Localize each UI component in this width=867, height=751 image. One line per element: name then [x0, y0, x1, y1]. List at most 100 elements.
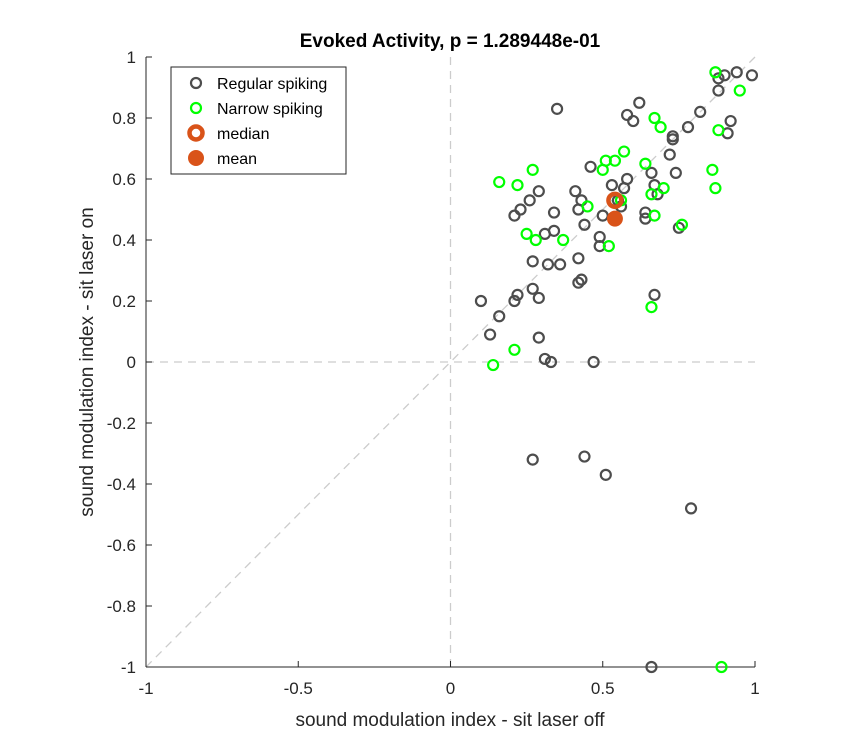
legend-label-mean: mean [217, 151, 257, 168]
y-tick-label: -0.4 [107, 475, 136, 494]
y-tick-label: 0.4 [112, 231, 136, 250]
regular-spiking-point [694, 105, 707, 119]
regular-spiking-point [584, 160, 597, 173]
tick-labels: -1 -0.5 0 0.5 1 1 0.8 0.6 0.4 0.2 0 -0.2 -0.4 -0.6 -0.… [107, 48, 760, 698]
reference-lines [145, 56, 756, 668]
legend-label-narrow-spiking: Narrow spiking [217, 101, 323, 118]
y-tick-label: -0.2 [107, 414, 136, 433]
chart-title: Evoked Activity, p = 1.289448e-01 [300, 31, 601, 52]
regular-spiking-point [508, 209, 521, 222]
regular-spiking-point [514, 203, 527, 216]
regular-spiking-point [493, 310, 506, 323]
narrow-spiking-point [712, 124, 725, 137]
y-tick-label: 0.2 [112, 292, 136, 311]
mean-point [606, 210, 623, 227]
narrow-spiking-point [733, 84, 746, 97]
narrow-spiking-point [654, 121, 667, 134]
regular-spiking-point [605, 179, 618, 192]
y-tick-label: 1 [127, 48, 136, 67]
regular-spiking-point [569, 185, 582, 198]
narrow-spiking-point [520, 227, 533, 240]
regular-spiking-point [672, 221, 685, 234]
regular-spiking-point [712, 84, 725, 97]
narrow-spiking-point [648, 209, 661, 222]
x-axis-label: sound modulation index - sit laser off [295, 710, 605, 731]
regular-spiking-point [526, 255, 539, 268]
data-points [474, 66, 759, 674]
y-tick-label: 0.8 [112, 109, 136, 128]
regular-spiking-point [532, 185, 545, 198]
regular-spiking-point [745, 69, 759, 82]
narrow-spiking-point [645, 301, 658, 314]
regular-spiking-point [523, 194, 536, 207]
regular-spiking-point [532, 331, 545, 344]
regular-spiking-point [572, 252, 585, 265]
legend: Regular spiking Narrow spiking median mean [170, 66, 347, 175]
narrow-spiking-point [508, 343, 521, 356]
regular-spiking-point [651, 188, 664, 201]
regular-spiking-point [483, 328, 497, 341]
narrow-spiking-point [675, 218, 689, 231]
narrow-spiking-point [557, 233, 570, 247]
narrow-spiking-point [526, 163, 539, 176]
y-tick-label: -0.6 [107, 536, 136, 555]
regular-spiking-point [712, 72, 725, 85]
narrow-spiking-point [645, 188, 658, 201]
regular-spiking-point [730, 66, 743, 79]
regular-spiking-point [544, 355, 558, 369]
narrow-spiking-point [639, 157, 652, 170]
x-tick-label: 0 [446, 679, 455, 698]
regular-spiking-point [617, 182, 631, 195]
regular-spiking-point [599, 468, 612, 481]
regular-spiking-point [511, 288, 524, 301]
regular-spiking-point [547, 224, 561, 237]
regular-spiking-point [578, 218, 591, 231]
regular-spiking-point [578, 450, 591, 463]
median-point [606, 191, 624, 210]
narrow-spiking-point [602, 240, 615, 253]
narrow-spiking-point [596, 163, 609, 176]
narrow-spiking-point [706, 163, 719, 176]
reference-line-unity [145, 56, 756, 668]
regular-spiking-point [526, 282, 539, 295]
narrow-spiking-point [493, 175, 506, 189]
y-axis-label: sound modulation index - sit laser on [77, 207, 98, 516]
regular-spiking-point [627, 114, 640, 128]
regular-spiking-point [684, 502, 698, 515]
x-tick-label: 0.5 [591, 679, 615, 698]
legend-marker-regular-spiking [189, 76, 203, 90]
narrow-spiking-point [511, 179, 524, 192]
regular-spiking-point [532, 291, 545, 305]
regular-spiking-point [681, 121, 695, 134]
regular-spiking-point [724, 114, 737, 128]
regular-spiking-point [550, 102, 564, 115]
regular-spiking-point [554, 258, 567, 271]
legend-marker-median [187, 124, 205, 142]
regular-spiking-point [508, 294, 521, 308]
regular-spiking-point [645, 166, 658, 179]
regular-spiking-point [575, 273, 588, 286]
y-tick-label: 0 [127, 353, 136, 372]
narrow-spiking-point [529, 233, 542, 247]
regular-spiking-point [572, 276, 585, 289]
x-tick-label: -1 [138, 679, 153, 698]
narrow-spiking-point [581, 200, 594, 213]
x-tick-label: 1 [750, 679, 759, 698]
regular-spiking-point [596, 209, 609, 222]
regular-spiking-point [669, 166, 682, 179]
regular-spiking-point [645, 660, 658, 674]
legend-marker-mean [188, 150, 204, 166]
narrow-spiking-point [657, 182, 670, 195]
regular-spiking-point [648, 288, 661, 301]
legend-marker-narrow-spiking [189, 101, 203, 115]
regular-spiking-point [621, 108, 634, 122]
legend-label-regular-spiking: Regular spiking [217, 76, 327, 93]
narrow-spiking-point [617, 145, 631, 158]
narrow-spiking-point [709, 182, 722, 195]
narrow-spiking-point [715, 660, 728, 674]
narrow-spiking-point [709, 66, 722, 79]
regular-spiking-point [538, 352, 551, 366]
regular-spiking-point [547, 206, 561, 219]
regular-spiking-point [541, 258, 555, 271]
